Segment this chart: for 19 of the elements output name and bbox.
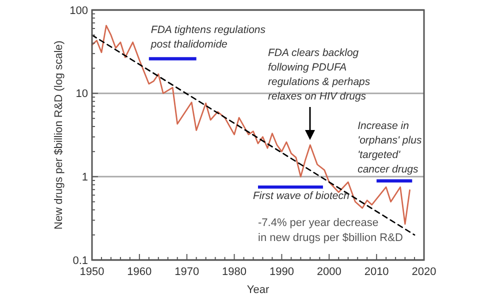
x-tick-label: 2010 [364, 266, 389, 278]
y-tick-label: 1 [82, 172, 88, 184]
y-axis-title: New drugs per $billion R&D (log scale) [53, 40, 65, 230]
y-tick-label: 100 [70, 4, 88, 17]
y-tick-label: 0.1 [72, 254, 88, 267]
x-tick-label: 2000 [316, 266, 342, 278]
annotation: -7.4% per year decrease in new drugs per $billion R&D [258, 217, 403, 244]
x-tick-label: 1980 [222, 266, 247, 278]
x-tick-label: 1970 [174, 266, 200, 278]
annotation: FDA clears backlog following PDUFA regulations & perhaps relaxes on HIV drugs [268, 47, 371, 102]
annotation: First wave of biotech [253, 190, 350, 202]
x-axis-title: Year [246, 284, 270, 296]
x-tick-label: 1960 [127, 266, 152, 278]
annotation: FDA tightens regulations post thalidomide [150, 24, 266, 50]
x-tick-label: 1990 [269, 266, 294, 278]
x-tick-label: 2020 [412, 266, 436, 278]
annotation: Increase in 'orphans' plus 'targeted' cancer drugs [358, 120, 422, 176]
y-tick-label: 10 [76, 88, 88, 100]
x-tick-label: 1950 [80, 266, 104, 278]
